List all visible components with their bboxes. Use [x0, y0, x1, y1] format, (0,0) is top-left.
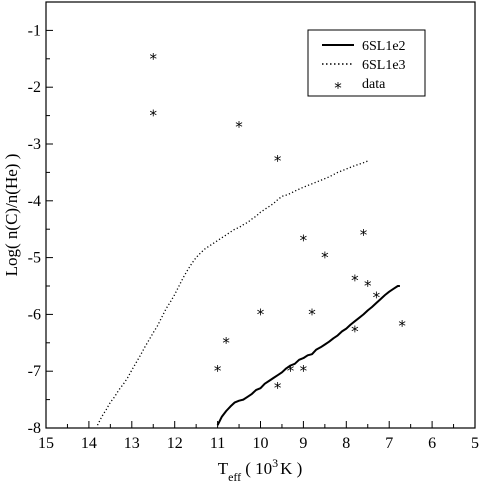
- x-axis-title-open: ( 10: [245, 459, 272, 478]
- data-point: *: [351, 271, 359, 289]
- y-tick-label--6: -6: [28, 306, 41, 323]
- data-point: *: [150, 107, 158, 125]
- series-lines: [96, 160, 400, 426]
- x-tick-label-9: 9: [299, 435, 307, 452]
- x-axis-title-close: K ): [280, 459, 302, 478]
- data-point: *: [364, 277, 372, 295]
- series-line-6SL1e2: [216, 285, 400, 426]
- data-point: *: [398, 317, 406, 335]
- x-tick-label-14: 14: [81, 435, 97, 452]
- y-tick-label--2: -2: [28, 79, 41, 96]
- x-tick-label-7: 7: [385, 435, 393, 452]
- data-point: *: [287, 362, 295, 380]
- legend-label-data: data: [362, 77, 386, 92]
- x-axis-title-superscript: 3: [272, 456, 278, 470]
- legend-label-6SL1e2: 6SL1e2: [362, 39, 406, 54]
- data-points: ******** *** ***** ***: [150, 50, 407, 397]
- data-point: *: [373, 288, 381, 306]
- data-point: *: [360, 226, 368, 244]
- y-tick-label--1: -1: [28, 22, 41, 39]
- data-point: *: [214, 362, 222, 380]
- x-axis-title: Teff ( 103 K ): [218, 456, 303, 484]
- data-point: *: [222, 334, 230, 352]
- data-point: *: [300, 232, 308, 250]
- y-tick-label--3: -3: [28, 136, 41, 153]
- x-tick-label-12: 12: [167, 435, 183, 452]
- y-tick-label--7: -7: [28, 363, 41, 380]
- x-tick-label-5: 5: [471, 435, 479, 452]
- data-point: *: [321, 249, 329, 267]
- y-tick-label--8: -8: [28, 420, 41, 437]
- x-axis-title-main: T: [218, 459, 229, 478]
- data-point: *: [274, 152, 282, 170]
- x-tick-label-13: 13: [124, 435, 140, 452]
- x-tick-label-6: 6: [428, 435, 436, 452]
- y-axis-ticks: -8 -7 -6 -5 -4 -3 -2 -1: [28, 1, 53, 437]
- legend-label-6SL1e3: 6SL1e3: [362, 58, 406, 73]
- x-axis-ticks: 15 14 13 12 11 10 9 8 7 6 5: [38, 421, 479, 452]
- y-tick-label--5: -5: [28, 250, 41, 267]
- y-tick-label--4: -4: [28, 193, 41, 210]
- x-tick-label-10: 10: [253, 435, 269, 452]
- y-axis-title: Log( n(C)/n(He) ): [2, 154, 21, 277]
- legend-box: [307, 29, 426, 97]
- x-tick-label-15: 15: [38, 435, 54, 452]
- data-point: *: [308, 305, 316, 323]
- data-point: *: [150, 50, 158, 68]
- legend-swatch-data: *: [334, 79, 342, 97]
- x-tick-label-8: 8: [342, 435, 350, 452]
- data-point: *: [300, 362, 308, 380]
- data-point: *: [274, 379, 282, 397]
- legend: 6SL1e2 6SL1e3 * data: [307, 29, 426, 97]
- x-axis-title-subscript: eff: [228, 470, 241, 484]
- data-point: *: [351, 322, 359, 340]
- data-point: *: [257, 305, 265, 323]
- data-point: *: [235, 118, 243, 136]
- x-tick-label-11: 11: [210, 435, 225, 452]
